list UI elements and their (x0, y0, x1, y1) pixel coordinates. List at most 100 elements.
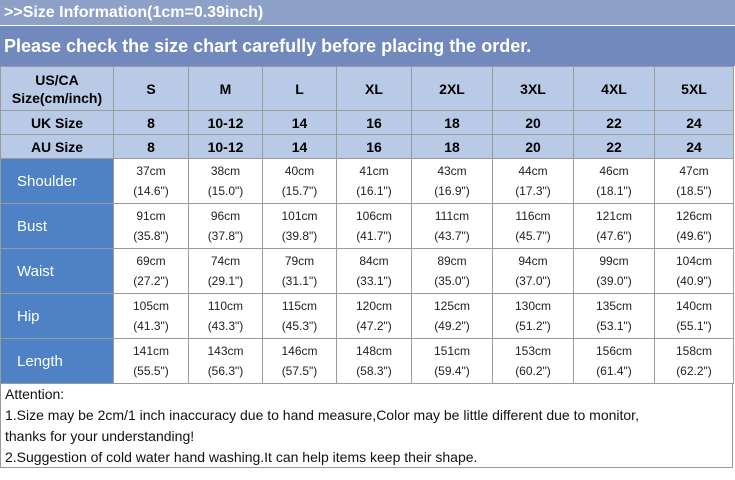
uk-size-value: 18 (411, 110, 493, 135)
measure-cm: 74cm (210, 254, 241, 268)
measure-cm: 84cm (359, 254, 389, 268)
measure-inch: (60.2") (515, 364, 551, 378)
measure-inch: (55.1") (676, 319, 712, 333)
measure-inch: (58.3") (356, 364, 392, 378)
measure-inch: (43.3") (207, 319, 244, 333)
measure-cm: 47cm (679, 164, 709, 178)
measure-inch: (51.2") (515, 319, 551, 333)
measure-cm: 91cm (136, 209, 166, 223)
measure-inch: (15.7") (281, 184, 318, 198)
measure-cell: 37cm (14.6") (113, 158, 189, 204)
measure-cell: 96cm (37.8") (188, 203, 263, 249)
measure-row: Shoulder 37cm (14.6") 38cm (15.0") 40cm (15.7"… (0, 158, 734, 204)
measure-inch: (14.6") (133, 184, 169, 198)
measure-cell: 69cm (27.2") (113, 248, 189, 294)
attention-line-1: 1.Size may be 2cm/1 inch inaccuracy due … (5, 407, 639, 423)
measure-cell: 121cm (47.6") (573, 203, 655, 249)
measure-cell: 135cm (53.1") (573, 293, 655, 339)
measure-inch: (62.2") (676, 364, 712, 378)
measure-cm: 153cm (514, 344, 552, 358)
measure-inch: (39.8") (281, 229, 318, 243)
measure-cell: 126cm (49.6") (654, 203, 734, 249)
uk-size-value: 22 (573, 110, 655, 135)
measure-cm: 79cm (284, 254, 315, 268)
measure-cell: 130cm (51.2") (492, 293, 574, 339)
measure-inch: (53.1") (596, 319, 632, 333)
measure-cell: 151cm (59.4") (411, 338, 493, 384)
attention-line-3: 2.Suggestion of cold water hand washing.… (5, 449, 478, 465)
measure-cell: 115cm (45.3") (262, 293, 337, 339)
measure-cm: 106cm (355, 209, 393, 223)
measure-cm: 99cm (599, 254, 629, 268)
measure-cm: 125cm (433, 299, 471, 313)
measure-cm: 120cm (355, 299, 393, 313)
attention-heading: Attention: (5, 386, 65, 402)
measure-cell: 43cm (16.9") (411, 158, 493, 204)
measure-cm: 69cm (136, 254, 166, 268)
measure-inch: (37.0") (515, 274, 551, 288)
measure-cm: 89cm (437, 254, 467, 268)
measure-inch: (40.9") (676, 274, 712, 288)
measure-inch: (35.8") (133, 229, 169, 243)
au-size-value: 24 (654, 134, 734, 159)
measure-inch: (39.0") (596, 274, 632, 288)
measure-label: Length (0, 338, 114, 384)
measure-cm: 156cm (595, 344, 633, 358)
measure-cell: 148cm (58.3") (336, 338, 412, 384)
measure-cm: 148cm (355, 344, 393, 358)
measure-row: Waist 69cm (27.2") 74cm (29.1") 79cm (31.1") 84… (0, 248, 734, 294)
measure-cell: 79cm (31.1") (262, 248, 337, 294)
measure-inch: (17.3") (515, 184, 551, 198)
measure-cell: 84cm (33.1") (336, 248, 412, 294)
measure-cell: 143cm (56.3") (188, 338, 263, 384)
measure-cell: 110cm (43.3") (188, 293, 263, 339)
measure-cm: 94cm (518, 254, 548, 268)
measure-cell: 105cm (41.3") (113, 293, 189, 339)
attention-notes: Attention: 1.Size may be 2cm/1 inch inac… (0, 384, 733, 468)
measure-cell: 116cm (45.7") (492, 203, 574, 249)
measure-cell: 94cm (37.0") (492, 248, 574, 294)
measure-label: Bust (0, 203, 114, 249)
measure-cell: 106cm (41.7") (336, 203, 412, 249)
au-size-value: 18 (411, 134, 493, 159)
measure-inch: (45.7") (515, 229, 551, 243)
measure-cell: 111cm (43.7") (411, 203, 493, 249)
measure-cm: 135cm (595, 299, 633, 313)
measure-cell: 120cm (47.2") (336, 293, 412, 339)
measure-inch: (41.3") (133, 319, 169, 333)
size-table: US/CA Size(cm/inch) S M L XL 2XL 3XL 4XL 5XL UK Si… (0, 66, 734, 384)
measure-inch: (59.4") (434, 364, 470, 378)
measure-inch: (18.1") (596, 184, 632, 198)
measure-inch: (49.6") (676, 229, 712, 243)
measure-cm: 111cm (434, 209, 470, 223)
measure-cm: 41cm (359, 164, 389, 178)
measure-cell: 47cm (18.5") (654, 158, 734, 204)
uk-size-row: UK Size 8 10-12 14 16 18 20 22 24 (0, 110, 734, 135)
uk-size-value: 16 (336, 110, 412, 135)
measure-inch: (57.5") (281, 364, 318, 378)
measure-cell: 125cm (49.2") (411, 293, 493, 339)
measure-inch: (49.2") (434, 319, 470, 333)
corner-header: US/CA Size(cm/inch) (0, 66, 114, 111)
measure-cm: 140cm (675, 299, 713, 313)
measure-inch: (45.3") (281, 319, 318, 333)
measure-cm: 130cm (514, 299, 552, 313)
measure-cell: 146cm (57.5") (262, 338, 337, 384)
measure-inch: (18.5") (676, 184, 712, 198)
measure-cm: 143cm (207, 344, 244, 358)
measure-inch: (16.9") (434, 184, 470, 198)
measure-cell: 40cm (15.7") (262, 158, 337, 204)
measure-cell: 44cm (17.3") (492, 158, 574, 204)
size-header: 5XL (654, 66, 734, 111)
size-header: M (188, 66, 263, 111)
measure-cm: 46cm (599, 164, 629, 178)
measure-inch: (43.7") (434, 229, 470, 243)
corner-header-line-2: Size(cm/inch) (11, 89, 103, 106)
measure-inch: (55.5") (133, 364, 169, 378)
measure-cm: 115cm (281, 299, 318, 313)
measure-cm: 116cm (515, 209, 551, 223)
measure-cell: 101cm (39.8") (262, 203, 337, 249)
measure-cm: 101cm (281, 209, 318, 223)
measure-cm: 151cm (433, 344, 471, 358)
au-size-value: 22 (573, 134, 655, 159)
